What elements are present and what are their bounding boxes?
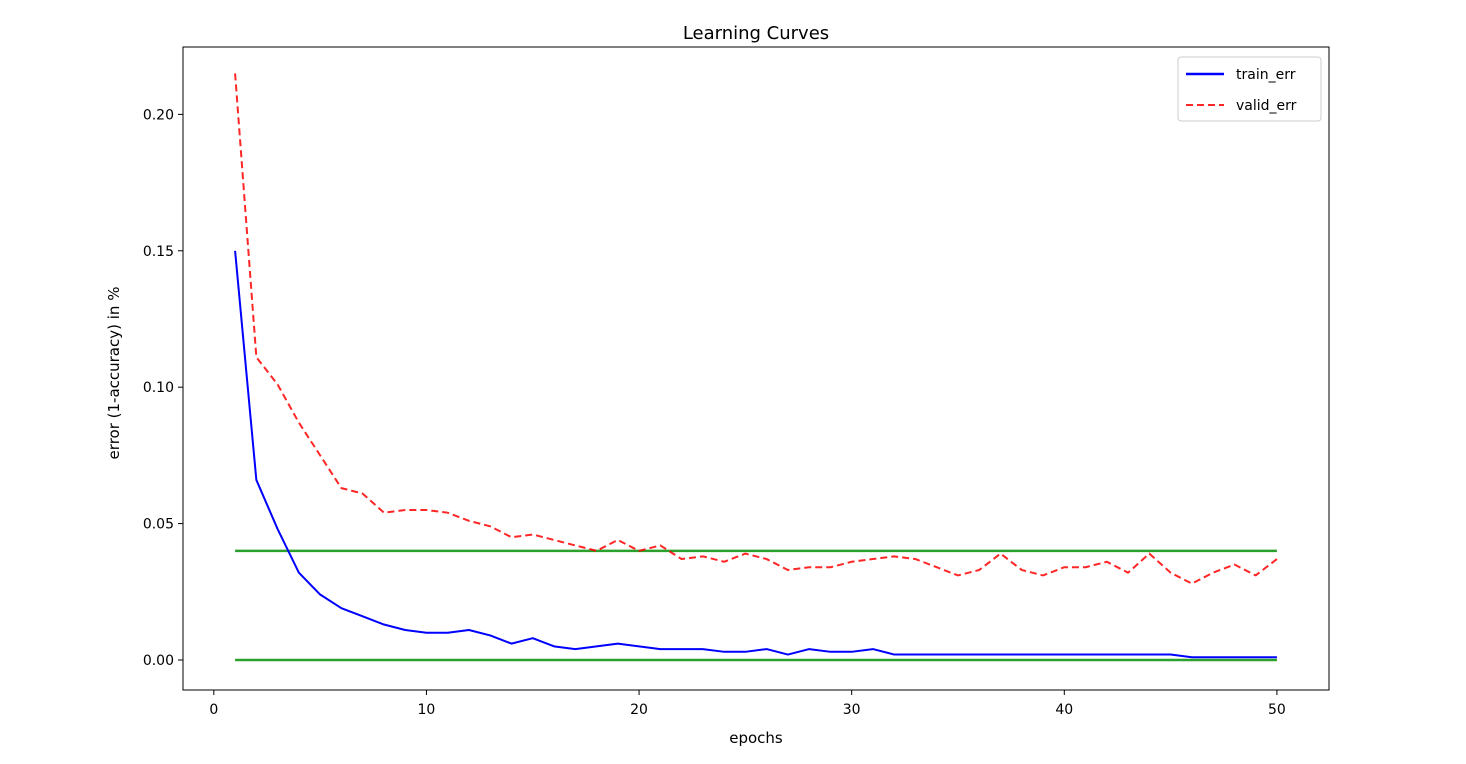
y-tick-label: 0.20 bbox=[143, 107, 174, 123]
plot-axes: 0 10 20 30 40 50 0.00 0.05 0.10 0.15 0.20 bbox=[143, 107, 1286, 718]
legend-label-valid-err: valid_err bbox=[1236, 98, 1297, 114]
plot-marks bbox=[234, 73, 1278, 662]
y-axis-label: error (1-accuracy) in % bbox=[105, 287, 123, 460]
y-tick-label: 0.10 bbox=[143, 380, 174, 396]
y-tick-label: 0.15 bbox=[143, 244, 174, 260]
x-tick-label: 10 bbox=[418, 702, 436, 718]
x-axis-label: epochs bbox=[729, 729, 783, 747]
legend: train_err valid_err bbox=[1177, 56, 1322, 122]
x-tick-label: 0 bbox=[209, 702, 218, 718]
y-tick-label: 0.00 bbox=[143, 653, 174, 669]
x-tick-label: 30 bbox=[843, 702, 861, 718]
series-line-valid-err bbox=[234, 73, 1278, 585]
x-tick-label: 40 bbox=[1055, 702, 1073, 718]
legend-label-train-err: train_err bbox=[1236, 67, 1296, 83]
plot-frame bbox=[182, 46, 1330, 691]
chart-title: Learning Curves bbox=[683, 23, 829, 44]
x-tick-label: 20 bbox=[630, 702, 648, 718]
series-line-train-err bbox=[234, 250, 1277, 659]
y-tick-label: 0.05 bbox=[143, 517, 174, 533]
x-tick-label: 50 bbox=[1268, 702, 1286, 718]
